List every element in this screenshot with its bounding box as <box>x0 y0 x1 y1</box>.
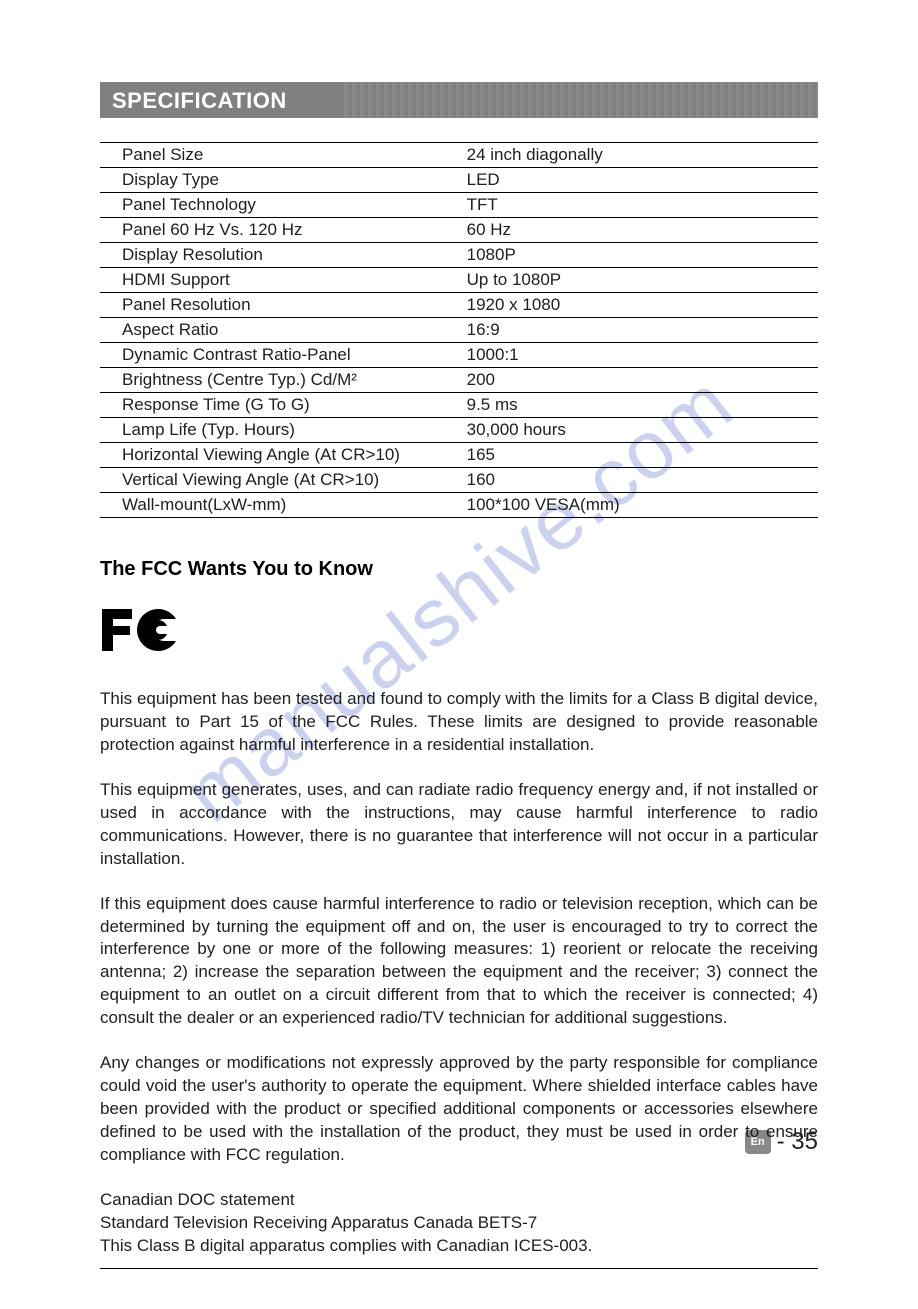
spec-row: Brightness (Centre Typ.) Cd/M²200 <box>100 368 818 393</box>
spec-label: Panel 60 Hz Vs. 120 Hz <box>100 218 445 243</box>
spec-value: 60 Hz <box>445 218 818 243</box>
spec-row: Panel Size24 inch diagonally <box>100 143 818 168</box>
fcc-heading: The FCC Wants You to Know <box>100 558 818 581</box>
spec-label: Brightness (Centre Typ.) Cd/M² <box>100 368 445 393</box>
spec-value: LED <box>445 168 818 193</box>
doc-line: This Class B digital apparatus complies … <box>100 1235 818 1258</box>
spec-label: HDMI Support <box>100 268 445 293</box>
spec-value: 1080P <box>445 243 818 268</box>
spec-value: 200 <box>445 368 818 393</box>
spec-row: Panel 60 Hz Vs. 120 Hz60 Hz <box>100 218 818 243</box>
spec-label: Dynamic Contrast Ratio-Panel <box>100 343 445 368</box>
spec-value: 165 <box>445 443 818 468</box>
spec-label: Display Type <box>100 168 445 193</box>
spec-row: Panel Resolution1920 x 1080 <box>100 293 818 318</box>
spec-value: Up to 1080P <box>445 268 818 293</box>
spec-label: Horizontal Viewing Angle (At CR>10) <box>100 443 445 468</box>
spec-row: Wall-mount(LxW-mm)100*100 VESA(mm) <box>100 493 818 518</box>
fcc-logo-icon <box>100 605 818 660</box>
spec-row: Dynamic Contrast Ratio-Panel1000:1 <box>100 343 818 368</box>
fcc-paragraph: This equipment generates, uses, and can … <box>100 779 818 871</box>
spec-label: Wall-mount(LxW-mm) <box>100 493 445 518</box>
spec-label: Panel Resolution <box>100 293 445 318</box>
spec-row: Lamp Life (Typ. Hours)30,000 hours <box>100 418 818 443</box>
spec-value: TFT <box>445 193 818 218</box>
section-header-text: SPECIFICATION <box>112 88 287 113</box>
fcc-paragraph: If this equipment does cause harmful int… <box>100 893 818 1031</box>
doc-line: Standard Television Receiving Apparatus … <box>100 1212 818 1235</box>
spec-value: 24 inch diagonally <box>445 143 818 168</box>
spec-label: Panel Size <box>100 143 445 168</box>
spec-row: Vertical Viewing Angle (At CR>10)160 <box>100 468 818 493</box>
spec-label: Panel Technology <box>100 193 445 218</box>
fcc-paragraph: Any changes or modifications not express… <box>100 1052 818 1167</box>
spec-row: Aspect Ratio16:9 <box>100 318 818 343</box>
spec-label: Display Resolution <box>100 243 445 268</box>
spec-table: Panel Size24 inch diagonallyDisplay Type… <box>100 142 818 518</box>
spec-label: Vertical Viewing Angle (At CR>10) <box>100 468 445 493</box>
spec-value: 160 <box>445 468 818 493</box>
spec-row: Horizontal Viewing Angle (At CR>10)165 <box>100 443 818 468</box>
spec-row: Display Resolution1080P <box>100 243 818 268</box>
section-header: SPECIFICATION <box>100 82 818 118</box>
spec-value: 1000:1 <box>445 343 818 368</box>
spec-value: 100*100 VESA(mm) <box>445 493 818 518</box>
spec-value: 9.5 ms <box>445 393 818 418</box>
spec-label: Aspect Ratio <box>100 318 445 343</box>
page-content: SPECIFICATION Panel Size24 inch diagonal… <box>0 0 918 1309</box>
doc-line: Canadian DOC statement <box>100 1189 818 1212</box>
spec-value: 1920 x 1080 <box>445 293 818 318</box>
footer-rule <box>100 1268 818 1269</box>
spec-label: Response Time (G To G) <box>100 393 445 418</box>
spec-row: Response Time (G To G)9.5 ms <box>100 393 818 418</box>
spec-row: Panel TechnologyTFT <box>100 193 818 218</box>
spec-value: 16:9 <box>445 318 818 343</box>
spec-value: 30,000 hours <box>445 418 818 443</box>
spec-label: Lamp Life (Typ. Hours) <box>100 418 445 443</box>
fcc-paragraph: This equipment has been tested and found… <box>100 688 818 757</box>
spec-row: HDMI SupportUp to 1080P <box>100 268 818 293</box>
doc-statement: Canadian DOC statement Standard Televisi… <box>100 1189 818 1258</box>
spec-row: Display TypeLED <box>100 168 818 193</box>
